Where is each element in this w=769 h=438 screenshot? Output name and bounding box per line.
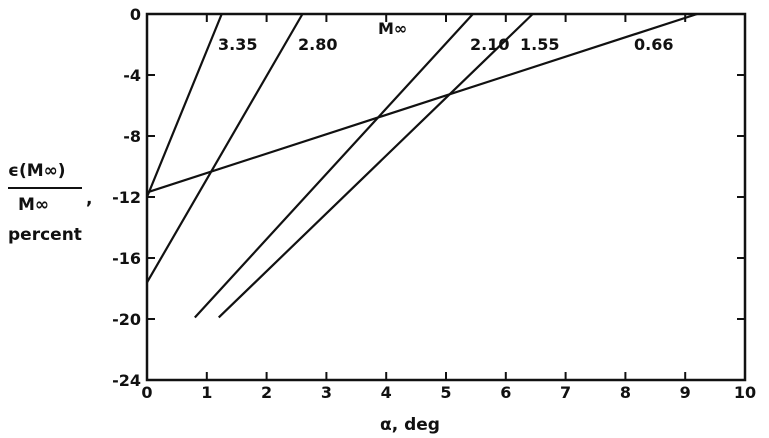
series-labels: 3.35 2.80 2.10 1.55 0.66 [218,35,673,54]
series-line-2.80 [146,13,304,283]
y-axis-label-denominator: M∞ [18,195,49,215]
y-tick-label: -16 [112,249,141,268]
x-tick-label: 6 [500,383,511,402]
y-tick-label: -4 [123,66,141,85]
series-label-3.35: 3.35 [218,35,257,54]
x-tick-label: 1 [201,383,212,402]
series-line-1.55 [217,13,534,319]
series-label-2.10: 2.10 [470,35,509,54]
y-tick-label: -20 [112,310,141,329]
series-label-0.66: 0.66 [634,35,673,54]
x-tick-label: 0 [141,383,152,402]
x-tick-label: 9 [680,383,691,402]
x-axis-label: α, deg [380,415,440,435]
x-tick-label: 3 [321,383,332,402]
x-tick-label: 4 [381,383,392,402]
plot-frame [145,12,747,382]
x-tick-label: 2 [261,383,272,402]
y-tick-label: -24 [112,371,141,390]
plot-axes [145,12,747,382]
y-axis-label-unit: percent [8,225,82,245]
y-axis-label: ϵ(M∞) M∞ , percent [8,161,92,245]
series-label-1.55: 1.55 [520,35,559,54]
series-line-0.66 [146,12,698,194]
x-tick-label: 10 [734,383,756,402]
y-tick-label: -8 [123,127,141,146]
x-tick-label: 5 [440,383,451,402]
y-axis-label-numerator: ϵ(M∞) [8,161,66,181]
plot-series [145,12,698,319]
y-tick-label: 0 [130,5,141,24]
x-tick-label: 8 [620,383,631,402]
y-tick-label: -12 [112,188,141,207]
legend-title: M∞ [378,19,407,38]
series-line-3.35 [145,13,223,198]
y-axis-label-comma: , [86,189,92,209]
tick-labels: 0 1 2 3 4 5 6 7 8 9 10 0 -4 -8 -12 -16 -20 -24 [112,5,756,402]
series-label-2.80: 2.80 [298,35,337,54]
series-line-2.10 [194,13,474,319]
x-tick-label: 7 [560,383,571,402]
